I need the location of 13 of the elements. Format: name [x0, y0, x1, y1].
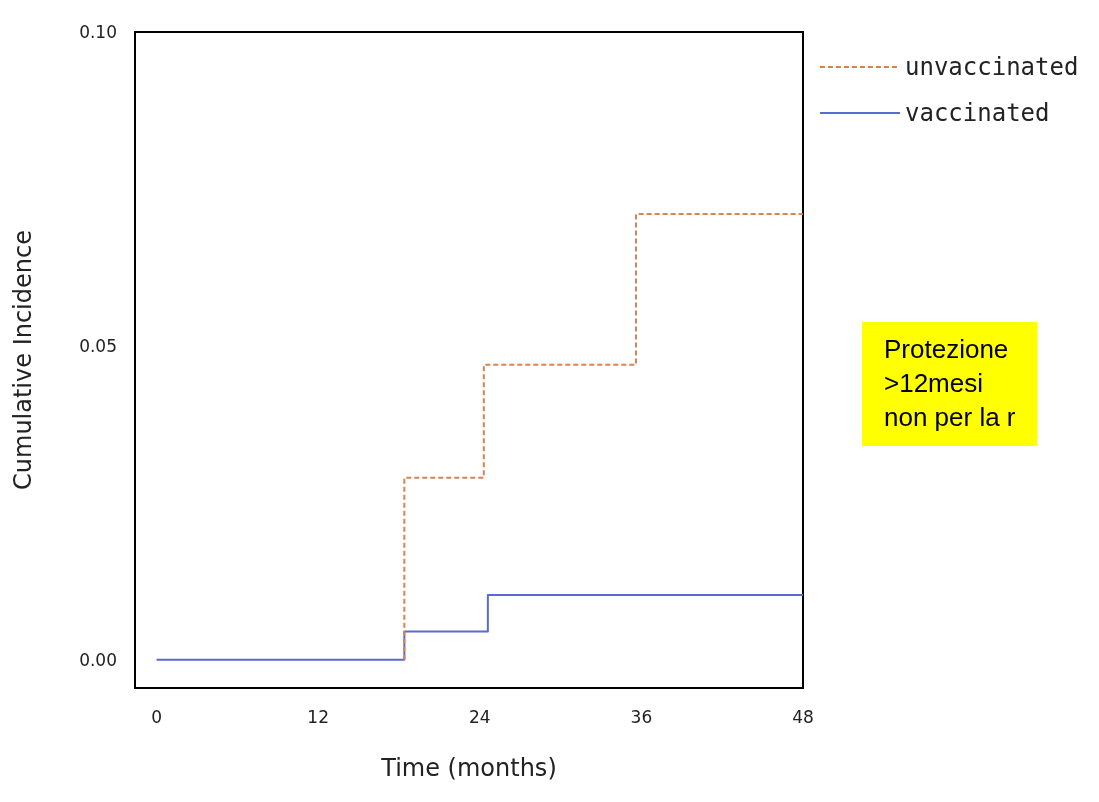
legend-label: vaccinated — [905, 99, 1050, 127]
legend-label: unvaccinated — [905, 53, 1079, 81]
text: Protezione >12mesi non per la r — [884, 334, 1016, 432]
x-tick-label: 36 — [630, 706, 653, 727]
x-tick-label: 48 — [792, 706, 814, 727]
x-tick-label: 0 — [151, 706, 162, 727]
y-axis-title: Cumulative Incidence — [9, 230, 37, 490]
x-tick-label: 24 — [468, 706, 491, 727]
x-axis-title: Time (months) — [380, 754, 557, 782]
y-tick-label: 0.10 — [79, 22, 117, 42]
x-tick-label: 12 — [307, 706, 329, 727]
y-tick-label: 0.05 — [79, 335, 117, 356]
y-tick-label: 0.00 — [79, 649, 117, 670]
